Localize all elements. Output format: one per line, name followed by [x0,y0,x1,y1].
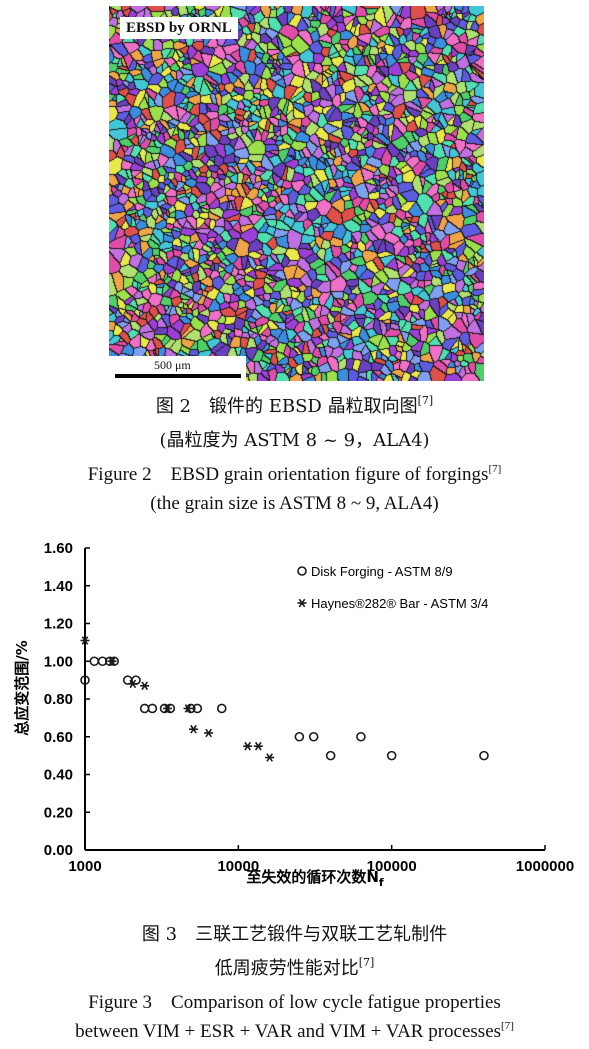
figure3-caption-zh-line1: 图 3 三联工艺锻件与双联工艺轧制件 [141,924,448,945]
chart-axes [84,548,545,851]
data-point [140,681,150,691]
data-point [294,731,305,742]
y-tick-label: 1.20 [44,616,73,633]
data-point [80,636,90,645]
data-point [386,750,397,761]
data-point [183,704,193,713]
y-axis-label: 总应变范围/% [13,640,31,736]
figure3-caption-en-line1: Figure 3 Comparison of low cycle fatigue… [88,992,501,1013]
data-point [162,704,172,713]
data-point [325,750,336,761]
y-tick-label: 1.00 [44,653,73,670]
data-point [308,731,319,742]
x-axis-label: 至失效的循环次数Nf [246,868,384,889]
data-point [253,741,263,751]
figure2-caption-en-line1: Figure 2 EBSD grain orientation figure o… [87,463,502,485]
data-point [89,656,100,667]
data-point [216,703,227,714]
x-tick-label: 1000000 [516,858,574,875]
chart-legend: Disk Forging - ASTM 8/9 Haynes®282® Bar -… [297,564,488,611]
scale-bar [115,374,241,378]
figure2-caption-zh-line2: (晶粒度为 ASTM 8 ~ 9，ALA4) [159,430,430,451]
ebsd-grain-map: EBSD by ORNL 500 μm [109,6,484,381]
data-point [265,753,275,762]
data-point [128,679,138,689]
figure2-caption-en-line2: (the grain size is ASTM 8 ~ 9, ALA4) [150,493,439,514]
data-point [243,741,253,751]
figure2-caption-zh-line1: 图 2 锻件的 EBSD 晶粒取向图[7] [155,394,434,417]
series-1 [80,656,489,761]
y-tick-label: 0.60 [44,729,73,746]
y-axis-ticks: 0.00 0.20 0.40 0.60 0.80 1.00 1.20 1.40 1.60 [44,540,90,859]
series-2 [80,636,275,762]
figure3-caption-zh-line2: 低周疲劳性能对比[7] [214,956,375,979]
ebsd-grain-orientation-image [109,6,484,381]
x-axis-label-subscript: f [379,876,384,889]
legend-marker [297,598,307,608]
data-point [80,675,90,685]
data-point [356,731,366,742]
data-point [479,750,489,761]
y-tick-label: 1.60 [44,540,73,557]
x-tick-label: 10000 [217,858,259,875]
figure3-caption-en-line2: between VIM + ESR + VAR and VIM + VAR pr… [75,1020,514,1042]
y-tick-label: 0.20 [44,804,73,821]
legend-entry: Disk Forging - ASTM 8/9 [311,564,453,579]
data-point [204,728,214,738]
x-tick-label: 100000 [367,858,417,875]
y-tick-label: 0.40 [44,767,73,784]
legend-entry: Haynes®282® Bar - ASTM 3/4 [311,596,488,611]
data-point [107,656,117,666]
data-point [139,703,150,714]
ebsd-source-label: EBSD by ORNL [120,17,238,39]
x-axis-ticks: 1000 10000 100000 1000000 [68,845,574,875]
x-tick-label: 1000 [68,858,101,875]
y-tick-label: 0.00 [44,842,73,859]
data-point [147,703,158,714]
data-points [80,636,489,762]
data-point [188,724,198,734]
data-point [192,703,203,714]
legend-marker [297,566,307,576]
y-tick-label: 1.40 [44,578,73,595]
fatigue-chart: 1000 10000 100000 1000000 0.000.200.400.600… [13,540,574,889]
y-tick-label: 0.80 [44,691,73,708]
scale-bar-label: 500 μm [154,358,191,372]
